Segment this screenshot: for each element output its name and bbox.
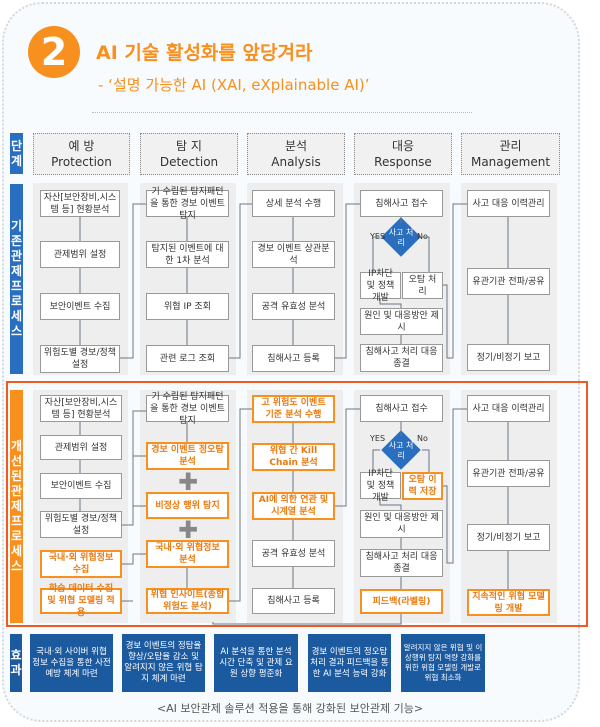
stage-en: Response — [374, 155, 432, 169]
stage-ko: 탐 지 — [176, 139, 202, 153]
stage-en: Protection — [51, 155, 112, 169]
process-box-new: 학습 데이터 수집 및 위협 모델링 적용 — [40, 584, 122, 618]
improved-process-border — [6, 381, 588, 627]
effect-box: 알려지지 않은 위협 및 이상행위 탐지 역량 강화를 위한 위협 모델링 개발… — [401, 634, 485, 692]
process-box-new: 국내·외 위협정보 수집 — [40, 550, 122, 578]
process-box-new: 오탐 이력 저장 — [402, 472, 443, 500]
column-bg — [461, 390, 557, 623]
decision-label: 사고 처리 — [388, 228, 414, 247]
stage-protection: 예 방 Protection — [33, 133, 130, 175]
process-box: 침해사고 처리 대응 종결 — [360, 344, 443, 372]
process-box: 위험도별 경보/정책 설정 — [40, 345, 120, 373]
process-box: 오탐 처리 — [402, 272, 443, 299]
process-box: 기 수립된 탐지패턴을 통한 경보 이벤트 탐지 — [146, 187, 229, 221]
stage-en: Analysis — [271, 155, 321, 169]
process-box: 사고 대응 이력관리 — [467, 395, 550, 422]
process-box: 보안이벤트 수집 — [40, 473, 122, 499]
stage-en: Management — [470, 155, 551, 169]
process-box: 침해사고 등록 — [252, 345, 335, 372]
process-box: 침해사고 등록 — [252, 588, 335, 614]
decision-label: 사고 처리 — [388, 441, 414, 460]
process-box: 정기/비정기 보고 — [467, 524, 550, 551]
process-box: 상세 분석 수행 — [252, 190, 335, 217]
process-box: 침해사고 처리 대응 종결 — [360, 549, 443, 577]
process-box: 관제범위 설정 — [40, 241, 120, 268]
divider — [92, 112, 472, 113]
section-number-badge: 2 — [28, 26, 80, 78]
column-bg — [354, 390, 450, 623]
process-box: 침해사고 접수 — [360, 190, 443, 217]
process-box: 침해사고 접수 — [360, 395, 443, 422]
process-box: 경보 이벤트 상관분석 — [252, 241, 335, 268]
process-box-new: AI에 의한 연관 및 시계열 분석 — [252, 492, 335, 520]
plus-icon: ✚ — [177, 468, 199, 496]
process-box: 위험도별 경보/정책 설정 — [40, 511, 122, 538]
effect-box: AI 분석을 통한 분석 시간 단축 및 관제 요원 상향 평준화 — [214, 634, 298, 692]
process-box: 원인 및 대응방안 제시 — [360, 308, 443, 335]
process-box: 탐지된 이벤트에 대한 1차 분석 — [146, 241, 229, 268]
plus-icon: ✚ — [177, 516, 199, 544]
effect-box: 경보 이벤트의 정탐율 향상/오탐율 감소 및 알려지지 않은 위협 탐지 체계… — [122, 634, 205, 692]
no-label: No — [417, 434, 428, 443]
process-box-new: 경보 이벤트 정오탐 분석 — [146, 442, 229, 470]
page-subtitle: - ‘설명 가능한 AI (XAI, eXplainable AI)’ — [98, 76, 370, 94]
process-box: 유관기관 전파/공유 — [467, 460, 550, 487]
process-box: 관련 로그 조회 — [146, 345, 229, 372]
process-box-new: 위협 인사이트(종합 위험도 분석) — [146, 588, 229, 614]
process-box-new: 위협 간 Kill Chain 분석 — [252, 443, 335, 471]
effect-box: 경보 이벤트의 정오탐 처리 결과 피드백을 통한 AI 분석 능력 강화 — [308, 634, 391, 692]
stage-ko: 대응 — [391, 139, 415, 153]
stage-management: 관리 Management — [461, 133, 560, 175]
process-box-new: 지속적인 위협 모델링 개발 — [467, 589, 550, 616]
process-box: 관제범위 설정 — [40, 435, 122, 460]
process-box-new: 고 위험도 이벤트 기준 분석 수행 — [252, 395, 335, 423]
process-box-new: 국내·외 위협정보 분석 — [146, 540, 229, 568]
stage-ko: 예 방 — [68, 139, 95, 153]
process-box: 원인 및 대응방안 제시 — [360, 510, 443, 538]
process-box: 공격 유효성 분석 — [252, 293, 335, 320]
yes-label: YES — [370, 434, 386, 443]
process-box: 자산[보안장비,시스템 등] 현황분석 — [40, 190, 120, 217]
stage-response: 대응 Response — [354, 133, 452, 175]
process-box-new: 피드백(라벨링) — [360, 589, 443, 614]
process-box: 위협 IP 조회 — [146, 293, 229, 320]
process-box: 유관기관 전파/공유 — [467, 268, 550, 295]
stage-analysis: 분석 Analysis — [247, 133, 345, 175]
process-box: 자산[보안장비,시스템 등] 현황분석 — [40, 395, 122, 422]
process-box: 보안이벤트 수집 — [40, 293, 120, 320]
process-box: 정기/비정기 보고 — [467, 344, 550, 371]
page-title: AI 기술 활성화를 앞당겨라 — [96, 42, 313, 64]
stage-ko: 분석 — [284, 139, 308, 153]
process-box: 공격 유효성 분석 — [252, 540, 335, 567]
effect-box: 국내·외 사이버 위협 정보 수집을 통한 사전 예방 체계 마련 — [30, 634, 113, 692]
process-box: 사고 대응 이력관리 — [467, 190, 550, 217]
stage-en: Detection — [159, 155, 219, 169]
process-box-new: 비정상 행위 탐지 — [146, 492, 229, 519]
process-box: 기 수립된 탐지패턴을 통한 경보 이벤트 탐지 — [146, 392, 229, 426]
figure-caption: <AI 보안관제 솔루션 적용을 통해 강화된 보안관제 기능> — [156, 702, 424, 715]
process-box: IP차단 및 정책 개발 — [360, 269, 401, 303]
stage-detection: 탐 지 Detection — [140, 133, 238, 175]
stage-ko: 관리 — [499, 139, 522, 153]
process-box: IP차단 및 정책 개발 — [360, 469, 401, 503]
